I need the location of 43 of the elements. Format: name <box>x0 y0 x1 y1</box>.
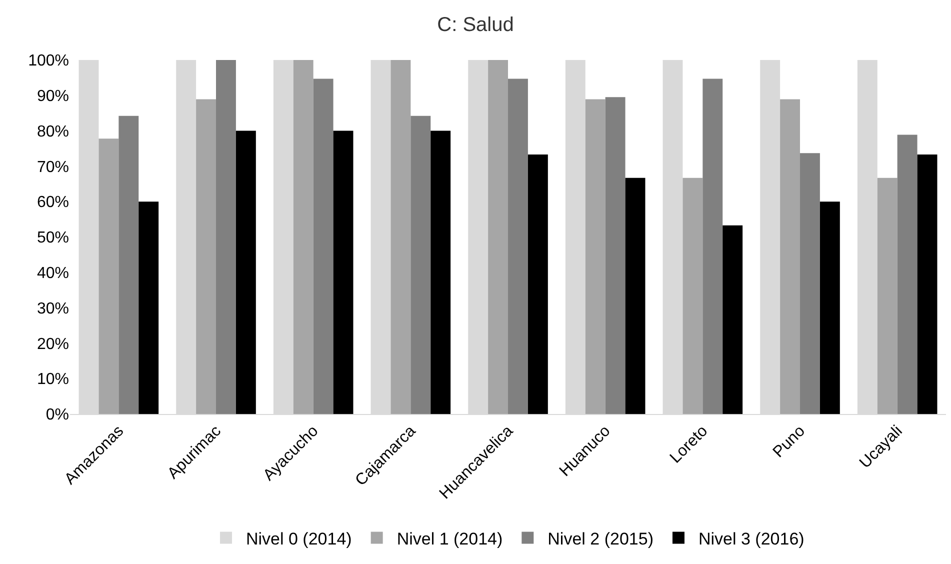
y-tick-label: 40% <box>36 265 69 282</box>
bar <box>236 130 256 414</box>
bar <box>682 178 703 414</box>
bar <box>605 97 626 414</box>
bar <box>488 60 508 414</box>
y-tick-label: 0% <box>46 406 69 424</box>
bar <box>196 99 216 414</box>
legend-label: Nivel 3 (2016) <box>698 529 804 548</box>
y-tick-label: 50% <box>36 230 69 247</box>
y-tick-label: 10% <box>36 371 69 388</box>
bar <box>820 202 840 414</box>
bar <box>722 225 743 414</box>
bar <box>625 178 646 414</box>
legend-label: Nivel 0 (2014) <box>246 529 352 548</box>
bar <box>390 60 411 414</box>
bar <box>917 154 938 414</box>
bar <box>410 116 431 414</box>
bar <box>780 99 800 414</box>
y-tick-label: 20% <box>36 336 69 353</box>
y-tick-label: 30% <box>36 300 69 318</box>
bar <box>528 154 548 414</box>
legend-label: Nivel 1 (2014) <box>396 529 503 548</box>
bar <box>585 99 606 414</box>
bar <box>897 134 918 414</box>
y-tick-label: 90% <box>36 88 69 105</box>
bar <box>138 202 159 414</box>
legend-label: Nivel 2 (2015) <box>548 529 654 548</box>
y-tick-label: 70% <box>36 158 69 176</box>
y-tick-label: 100% <box>28 52 69 70</box>
y-tick-label: 60% <box>36 194 69 212</box>
bar <box>430 130 451 414</box>
bar <box>98 138 119 414</box>
bar <box>118 116 139 414</box>
bar <box>313 78 334 414</box>
bar <box>800 153 820 414</box>
bar <box>877 178 898 414</box>
bar <box>333 130 354 414</box>
chart-title: C: Salud <box>437 14 514 36</box>
bar <box>216 60 236 414</box>
bar <box>702 78 723 414</box>
y-tick-label: 80% <box>36 123 69 140</box>
bar <box>293 60 314 414</box>
bar <box>508 78 528 414</box>
